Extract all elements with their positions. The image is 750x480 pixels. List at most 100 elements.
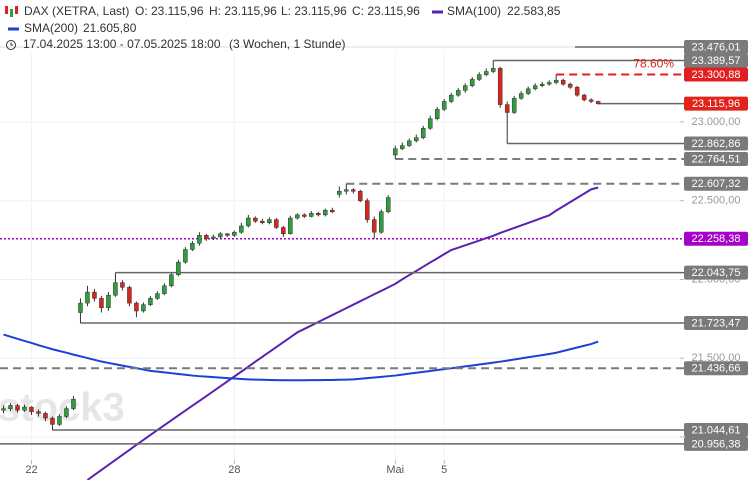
level-label-box <box>684 265 748 280</box>
candle-body <box>127 287 132 304</box>
candle-body <box>120 282 125 288</box>
candle-body <box>427 118 433 129</box>
candle-body <box>581 94 587 101</box>
candle-body <box>85 291 90 304</box>
level-label-box <box>684 361 748 376</box>
candle-body <box>43 413 48 419</box>
y-tick-label: 23.000,00 <box>692 116 741 128</box>
level-label: 22.258,38 <box>692 233 741 245</box>
candle-body <box>309 213 314 217</box>
candle-body <box>546 82 552 85</box>
candle-body <box>525 88 531 94</box>
legend-label: SMA(200) <box>24 21 78 35</box>
candle-body <box>246 217 251 227</box>
candle-body <box>421 127 426 138</box>
candle-body <box>190 242 195 250</box>
open: O: 23.115,96 <box>135 4 204 18</box>
candle-body <box>8 405 13 409</box>
candle-body <box>155 293 160 299</box>
candle-body <box>288 217 293 235</box>
candle-body <box>57 416 62 425</box>
level-label-box <box>684 136 748 151</box>
sma-line <box>86 186 599 480</box>
candle-body <box>22 406 27 411</box>
level-label-box <box>684 39 748 54</box>
candle-body <box>344 189 349 192</box>
annotation: 78.60% <box>633 57 674 71</box>
x-tick-label: Mai <box>386 464 404 476</box>
candle-body <box>386 197 391 212</box>
candle-body <box>476 74 482 80</box>
high: H: 23.115,96 <box>209 4 277 18</box>
candle-body <box>50 417 55 425</box>
header: DAX (XETRA, Last) O: 23.115,96 H: 23.115… <box>0 3 575 53</box>
level-label-box <box>684 53 748 68</box>
candle-body <box>379 211 384 233</box>
instrument: DAX (XETRA, Last) <box>24 4 129 18</box>
x-tick-label: 5 <box>441 464 447 476</box>
icon <box>5 6 8 14</box>
candle-body <box>106 294 111 309</box>
level-label: 23.476,01 <box>692 41 741 53</box>
level-label: 22.764,51 <box>692 153 741 165</box>
candle-body <box>302 214 307 217</box>
candle-body <box>511 98 517 113</box>
candle-body <box>567 83 573 88</box>
candle-body <box>78 302 83 313</box>
level-label-box <box>684 316 748 331</box>
sma-layer <box>3 186 599 480</box>
candle-body <box>518 93 524 99</box>
candle-body <box>281 227 286 235</box>
candle-body <box>337 190 342 195</box>
candle-body <box>448 94 454 102</box>
candle-body <box>204 235 209 239</box>
level-label-box <box>684 152 748 167</box>
candle-body <box>295 214 300 219</box>
x-tick-label: 28 <box>228 464 240 476</box>
candle-body <box>169 274 174 287</box>
candle-body <box>260 220 265 224</box>
candle-body <box>560 79 566 85</box>
candle-body <box>351 189 356 192</box>
candle-body <box>434 109 440 120</box>
clock-icon <box>6 40 16 50</box>
watermark: stock3 <box>0 386 125 430</box>
icon <box>15 6 18 14</box>
candle-body <box>29 406 34 413</box>
level-label: 22.862,86 <box>692 138 741 150</box>
candle-body <box>113 282 118 296</box>
legend-value: 21.605,80 <box>83 21 137 35</box>
candle-body <box>197 235 202 244</box>
candle-body <box>274 219 279 228</box>
candle-body <box>490 68 496 72</box>
icon <box>10 9 13 17</box>
candle-body <box>323 209 328 216</box>
candle-body <box>504 104 510 113</box>
candle-body <box>316 213 321 216</box>
y-tick-label: 22.500,00 <box>692 195 741 207</box>
level-label-box <box>684 176 748 191</box>
candle-body <box>211 236 216 239</box>
candle-body <box>365 200 370 220</box>
legend-label: SMA(100) <box>447 4 501 18</box>
level-label: 20.956,38 <box>692 438 741 450</box>
level-layer <box>0 46 684 445</box>
y-tick-label: 21.500,00 <box>692 352 741 364</box>
candle-body <box>469 79 475 86</box>
candle-body <box>539 83 545 86</box>
header-background <box>0 3 575 53</box>
candle-body <box>330 209 335 212</box>
sma-line <box>3 333 599 382</box>
candle-body <box>183 249 188 263</box>
candle-body <box>239 225 244 233</box>
candle-body <box>483 71 489 75</box>
label-layer: 23.476,01 23.389,57 23.300,88 78.60% 23.115,… <box>633 39 748 451</box>
candle-body <box>218 233 223 238</box>
candle-body <box>532 85 538 90</box>
legend-value: 22.583,85 <box>507 4 561 18</box>
level-label: 23.389,57 <box>692 55 741 67</box>
candle-body <box>134 302 139 312</box>
level-label: 21.436,66 <box>692 363 741 375</box>
level-label-box <box>684 422 748 437</box>
interval: (3 Wochen, 1 Stunde) <box>229 37 346 51</box>
